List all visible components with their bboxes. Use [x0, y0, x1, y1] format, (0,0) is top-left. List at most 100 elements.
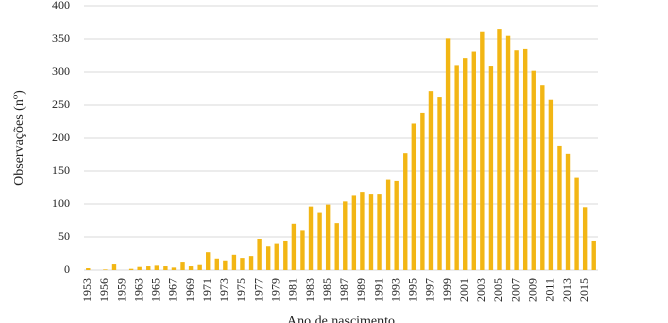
- x-tick-label: 1995: [406, 278, 420, 302]
- bar: [411, 123, 417, 270]
- x-tick-label: 1991: [371, 278, 385, 302]
- bar: [385, 179, 391, 270]
- bar: [360, 192, 365, 270]
- bar: [103, 269, 108, 270]
- x-tick-label: 1959: [114, 278, 128, 302]
- y-tick-label: 0: [64, 262, 70, 276]
- x-tick-label: 1981: [286, 278, 300, 302]
- x-tick-label: 2007: [508, 278, 522, 302]
- x-tick-label: 1989: [354, 278, 368, 302]
- bar: [420, 112, 425, 270]
- x-tick-label: 1977: [251, 278, 265, 302]
- bar: [171, 267, 177, 270]
- bar: [283, 240, 288, 270]
- bar: [188, 266, 194, 270]
- bar: [265, 246, 271, 270]
- y-tick-label: 250: [52, 97, 70, 111]
- bar: [128, 268, 134, 270]
- y-tick-label: 400: [52, 0, 70, 12]
- bar: [343, 201, 348, 270]
- x-tick-label: 2009: [526, 278, 540, 302]
- bar: [180, 262, 185, 270]
- bar: [154, 265, 160, 270]
- bar: [300, 230, 305, 270]
- bar: [403, 153, 408, 270]
- x-tick-label: 2001: [457, 278, 471, 302]
- bar: [368, 194, 374, 270]
- bar: [565, 153, 571, 270]
- bar: [505, 35, 511, 271]
- bar: [317, 212, 322, 270]
- bar: [540, 85, 545, 270]
- bar: [334, 223, 339, 270]
- bar: [514, 50, 519, 270]
- x-tick-label: 2013: [560, 278, 574, 302]
- y-tick-label: 100: [52, 196, 70, 210]
- x-tick-label: 1973: [217, 278, 231, 302]
- x-tick-label: 1979: [269, 278, 283, 302]
- bar: [574, 177, 579, 270]
- bar: [522, 48, 528, 271]
- bar: [454, 65, 459, 271]
- x-tick-label: 2011: [543, 278, 557, 302]
- y-tick-label: 150: [52, 163, 70, 177]
- bar: [463, 58, 468, 270]
- x-tick-label: 1965: [149, 278, 163, 302]
- bar: [582, 207, 588, 270]
- x-tick-label: 1999: [440, 278, 454, 302]
- bar: [231, 254, 237, 270]
- x-tick-label: 1985: [320, 278, 334, 302]
- x-tick-label: 2005: [491, 278, 505, 302]
- x-tick-label: 1956: [97, 278, 111, 302]
- bar: [428, 91, 434, 270]
- bar: [548, 99, 554, 270]
- x-tick-label: 1967: [166, 278, 180, 302]
- bar: [488, 66, 494, 270]
- x-tick-label: 1993: [388, 278, 402, 302]
- y-axis-title: Observações (nº): [12, 90, 27, 186]
- x-tick-label: 2015: [577, 278, 591, 302]
- x-tick-label: 1971: [200, 278, 214, 302]
- bar: [377, 194, 382, 270]
- bar: [437, 97, 442, 270]
- x-tick-label: 1963: [131, 278, 145, 302]
- bar: [291, 223, 297, 270]
- bar: [480, 31, 485, 270]
- x-axis-title: Ano de nascimento: [287, 314, 395, 323]
- x-tick-label: 1987: [337, 278, 351, 302]
- bar: [445, 38, 451, 271]
- y-tick-label: 50: [58, 229, 70, 243]
- bar: [146, 266, 151, 270]
- bar: [308, 206, 314, 270]
- bar: [240, 258, 245, 270]
- bar: [274, 243, 279, 270]
- bar: [197, 264, 202, 270]
- bar: [137, 266, 142, 270]
- bar: [248, 256, 254, 270]
- bar: [214, 258, 219, 270]
- x-tick-label: 2003: [474, 278, 488, 302]
- x-tick-label: 1983: [303, 278, 317, 302]
- bar: [497, 29, 502, 270]
- bar: [531, 70, 536, 271]
- bar: [86, 268, 91, 270]
- x-tick-label: 1975: [234, 278, 248, 302]
- bar: [325, 204, 331, 270]
- y-tick-label: 350: [52, 31, 70, 45]
- bar: [223, 260, 228, 270]
- bar: [471, 51, 476, 270]
- bar: [351, 195, 357, 270]
- bar: [591, 240, 596, 270]
- y-tick-label: 200: [52, 130, 70, 144]
- bar: [163, 266, 168, 270]
- bar: [557, 145, 562, 270]
- bar: [206, 252, 211, 270]
- x-tick-label: 1969: [183, 278, 197, 302]
- bar: [394, 180, 399, 270]
- bar: [111, 264, 117, 270]
- y-tick-label: 300: [52, 64, 70, 78]
- x-tick-label: 1953: [80, 278, 94, 302]
- x-tick-label: 1997: [423, 278, 437, 302]
- bar: [257, 238, 262, 270]
